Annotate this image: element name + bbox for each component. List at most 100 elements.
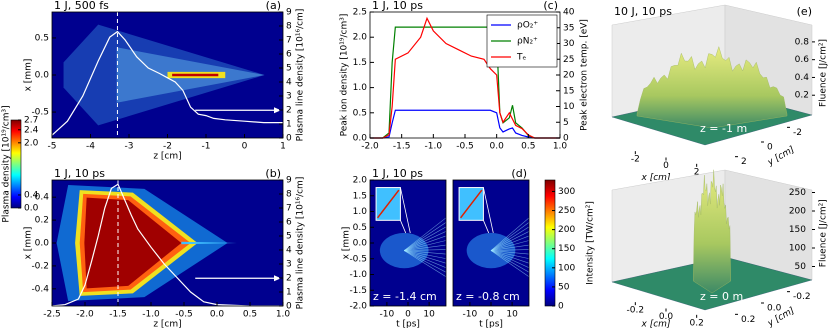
heatmap-streak [490, 222, 529, 251]
heatmap-streak [404, 250, 446, 264]
y2-tick-label: 1 [286, 120, 292, 130]
z-tick-label: 200 [789, 207, 806, 217]
colorbar-tick-label: 300 [558, 187, 575, 197]
y2-tick-label: 9 [286, 176, 292, 186]
inset-connector [483, 187, 494, 234]
y2-tick-label: 5 [286, 232, 292, 242]
x-tick-label: 1.0 [276, 310, 291, 320]
legend-label: ρN₂⁺ [517, 37, 538, 47]
y-tick-label: 0.4 [35, 193, 50, 203]
x-tick-label: -10 [380, 310, 395, 320]
inset-connector [400, 220, 407, 234]
x-tick-label: -2 [631, 155, 640, 165]
x-tick-label: 0 [242, 142, 248, 152]
colorbar-tick-label: 100 [558, 263, 575, 273]
colorbar-tick-label: 2.4 [24, 125, 39, 135]
x-tick-label: 0.0 [490, 142, 505, 152]
surface [636, 45, 788, 129]
heatmap-streak [490, 231, 529, 251]
y2-tick-label: 9 [286, 8, 292, 18]
heatmap-streak [404, 235, 446, 251]
x-tick-label: -4 [86, 142, 95, 152]
y-tick-label: -2 [793, 128, 802, 138]
series-line [51, 30, 283, 136]
heatmap [52, 180, 283, 306]
y-tick-label: 0.2 [35, 216, 49, 226]
y-tick-label: 0.2 [741, 315, 755, 325]
z-tick-label: 0.6 [795, 55, 810, 65]
x-tick-label: 0.0 [659, 312, 674, 322]
x-tick-label: 1 [280, 142, 286, 152]
y-tick-label: 0.0 [767, 304, 782, 314]
y2-tick-label: 3 [286, 92, 292, 102]
y2-tick-label: 30 [563, 39, 575, 49]
panel-label: (d) [511, 167, 527, 180]
y2-tick-label: 8 [286, 190, 292, 200]
y-tick-label: 0 [767, 143, 773, 153]
panel-label: (c) [543, 0, 558, 12]
annotation: z = -1.4 cm [373, 290, 437, 303]
colorbar-label: Intensity [TW/cm²] [586, 201, 596, 285]
heatmap-streak [490, 217, 529, 251]
annotation: z = -0.8 cm [456, 290, 520, 303]
x-tick-label: 0.5 [521, 142, 535, 152]
x-tick-label: 2 [694, 167, 700, 177]
colorbar-tick-label: 0.4 [24, 190, 39, 200]
y2-tick-label: 2 [286, 106, 292, 116]
heatmap-streak [490, 250, 529, 268]
series-line [51, 183, 283, 307]
heatmap-streak [404, 250, 446, 273]
y-tick-label: 0.0 [35, 239, 50, 249]
heatmap-region [63, 24, 265, 126]
heatmap-streak [404, 231, 446, 251]
y-tick-label: 1.0 [353, 207, 368, 217]
x-axis-label: t [ps] [396, 320, 420, 328]
inset-connector [400, 187, 411, 234]
heatmap-streak [490, 244, 529, 251]
x-tick-label: 1.0 [553, 142, 568, 152]
y2-axis-label: Peak electron temp. [eV] [580, 19, 590, 131]
y-tick-label: -1.5 [349, 286, 367, 296]
heatmap-streak [404, 250, 446, 278]
x-tick-label: -2 [163, 142, 172, 152]
y-tick-label: 2 [741, 157, 747, 167]
heatmap-streak [490, 249, 529, 251]
heatmap-streak [404, 250, 446, 255]
heatmap-streak [404, 249, 446, 251]
x-tick-label: -1 [202, 142, 211, 152]
y2-tick-label: 6 [286, 218, 292, 228]
colorbar-tick-label: 150 [558, 244, 575, 254]
heatmap-streak [490, 250, 529, 264]
x-tick-label: -1.5 [109, 310, 127, 320]
x-tick-label: 0 [663, 161, 669, 171]
inset-feature [460, 189, 483, 219]
x-tick-label: 10 [423, 310, 435, 320]
y2-tick-label: 5 [563, 118, 569, 128]
y-tick-label: -0.2 [31, 261, 49, 271]
panel-title: 1 J, 10 ps [372, 0, 423, 12]
legend-label: Tₑ [516, 53, 526, 63]
heatmap-streak [490, 250, 529, 278]
heatmap [52, 12, 283, 138]
y-tick-label: 2.0 [353, 33, 368, 43]
x-tick-label: 0.5 [243, 310, 257, 320]
x-axis-label: t [ps] [479, 320, 503, 328]
z-tick-label: 100 [789, 244, 806, 254]
y-tick-label: -0.4 [31, 284, 49, 294]
y2-axis-label: Plasma line density [10¹⁶/cm] [296, 177, 306, 310]
z-tick-label: 0.2 [795, 91, 809, 101]
arrow-head [274, 275, 281, 282]
y2-tick-label: 6 [286, 50, 292, 60]
x-axis-label: z [cm] [153, 320, 181, 328]
heatmap-streak [404, 250, 446, 268]
x-tick-label: -1.0 [425, 142, 443, 152]
heatmap-streak [490, 250, 529, 273]
legend-label: ρO₂⁺ [517, 21, 538, 31]
panel-label: (b) [265, 167, 281, 180]
z-tick-label: 0.4 [795, 73, 810, 83]
surface [693, 169, 731, 294]
x-axis-label: z [cm] [153, 152, 181, 162]
y-tick-label: 1.0 [353, 83, 368, 93]
